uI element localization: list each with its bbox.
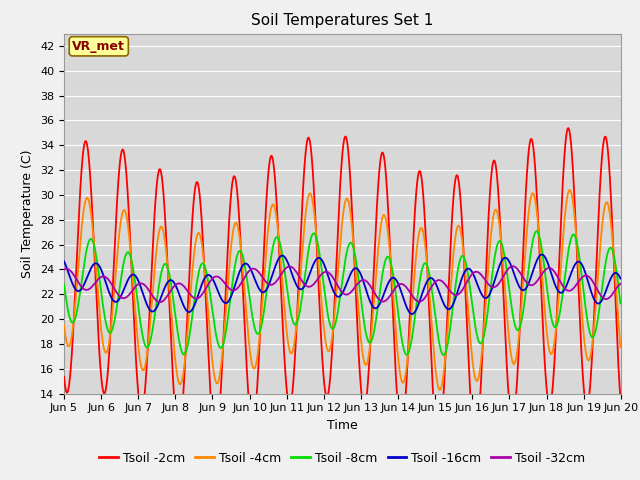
Y-axis label: Soil Temperature (C): Soil Temperature (C) bbox=[22, 149, 35, 278]
X-axis label: Time: Time bbox=[327, 419, 358, 432]
Title: Soil Temperatures Set 1: Soil Temperatures Set 1 bbox=[252, 13, 433, 28]
Legend: Tsoil -2cm, Tsoil -4cm, Tsoil -8cm, Tsoil -16cm, Tsoil -32cm: Tsoil -2cm, Tsoil -4cm, Tsoil -8cm, Tsoi… bbox=[95, 447, 590, 469]
Text: VR_met: VR_met bbox=[72, 40, 125, 53]
